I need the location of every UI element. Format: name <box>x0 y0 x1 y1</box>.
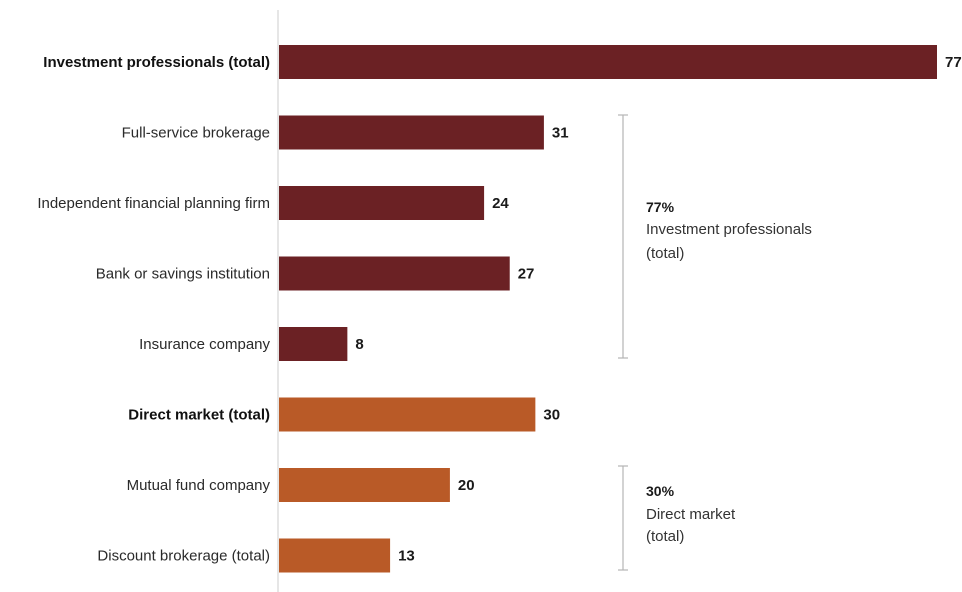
value-label: 24 <box>492 195 509 212</box>
bar <box>279 186 485 220</box>
category-label: Mutual fund company <box>127 477 271 494</box>
value-label: 27 <box>518 266 535 283</box>
annotation-label-line1: Investment professionals <box>646 221 812 238</box>
category-label: Insurance company <box>139 336 270 353</box>
bars-group: Investment professionals (total) 77 Full-s… <box>37 45 962 573</box>
bar <box>279 538 391 573</box>
category-label: Independent financial planning firm <box>37 195 270 212</box>
bar <box>279 115 544 150</box>
bar <box>279 397 536 432</box>
value-label: 8 <box>355 336 363 353</box>
value-label: 20 <box>458 477 475 494</box>
annotation-label-line2: (total) <box>646 528 684 545</box>
value-label: 31 <box>552 125 569 142</box>
annotation-label-line1: Direct market <box>646 506 736 523</box>
bar <box>279 327 348 361</box>
annotation-bracket-investment: 77% Investment professionals (total) <box>618 114 812 359</box>
category-label: Discount brokerage (total) <box>97 548 270 565</box>
category-label: Bank or savings institution <box>96 266 270 283</box>
annotation-bracket-direct: 30% Direct market (total) <box>618 465 736 571</box>
category-label: Direct market (total) <box>128 407 270 424</box>
bar <box>279 468 450 502</box>
annotation-percent: 30% <box>646 483 675 499</box>
annotation-label-line2: (total) <box>646 245 684 262</box>
value-label: 30 <box>543 407 560 424</box>
category-label: Full-service brokerage <box>122 125 270 142</box>
bar <box>279 256 510 291</box>
bar <box>279 45 937 79</box>
value-label: 13 <box>398 548 415 565</box>
annotation-percent: 77% <box>646 199 675 215</box>
category-label: Investment professionals (total) <box>43 54 270 71</box>
value-label: 77 <box>945 54 962 71</box>
